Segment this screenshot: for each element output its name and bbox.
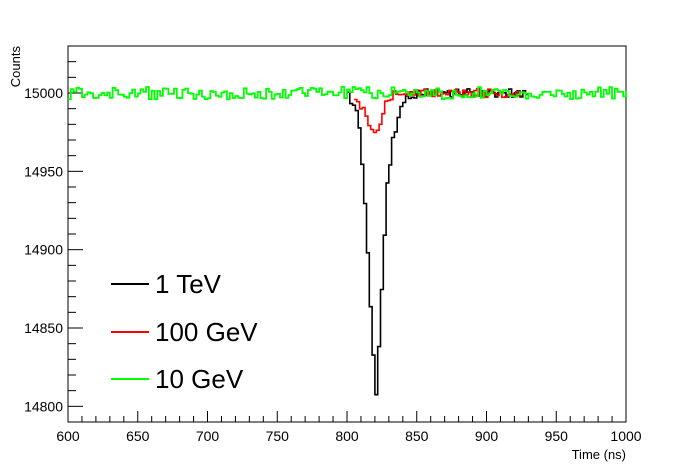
series-line-100gev <box>354 88 523 134</box>
x-axis-title: Time (ns) <box>572 447 626 462</box>
y-tick-labels: 14800 14850 14900 14950 15000 <box>24 85 63 414</box>
y-tick-label: 14800 <box>24 398 63 414</box>
legend: 1 TeV 100 GeV 10 GeV <box>111 269 258 394</box>
x-tick-label: 1000 <box>610 428 641 444</box>
x-tick-label: 900 <box>475 428 499 444</box>
axis-ticks <box>67 45 627 423</box>
y-tick-label: 14900 <box>24 242 63 258</box>
y-axis-title: Counts <box>8 46 23 88</box>
x-tick-label: 800 <box>335 428 359 444</box>
legend-label: 100 GeV <box>155 317 258 347</box>
legend-label: 1 TeV <box>155 269 222 299</box>
y-tick-label: 15000 <box>24 85 63 101</box>
series-lines <box>68 86 627 396</box>
x-tick-label: 950 <box>545 428 569 444</box>
series-line-10gev <box>68 86 627 101</box>
x-tick-labels: 600 650 700 750 800 850 900 950 1000 <box>56 428 641 444</box>
y-tick-label: 14950 <box>24 163 63 179</box>
y-tick-label: 14850 <box>24 320 63 336</box>
x-tick-label: 850 <box>405 428 429 444</box>
x-tick-label: 700 <box>196 428 220 444</box>
x-tick-label: 650 <box>126 428 150 444</box>
legend-label: 10 GeV <box>155 364 244 394</box>
plot-frame <box>67 45 627 423</box>
x-tick-label: 600 <box>56 428 80 444</box>
x-tick-label: 750 <box>266 428 290 444</box>
